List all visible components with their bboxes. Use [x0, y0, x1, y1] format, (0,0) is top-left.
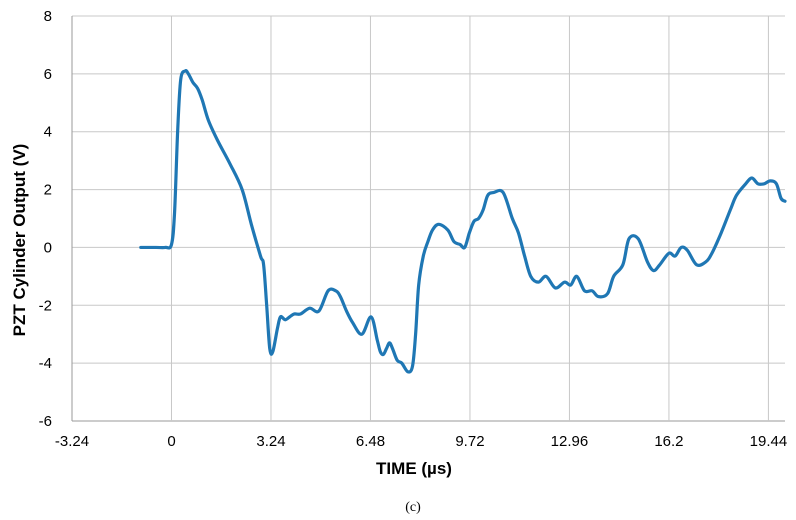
y-tick-label: -6	[39, 413, 52, 430]
y-axis-title: PZT Cylinder Output (V)	[10, 144, 29, 337]
x-tick-label: 19.44	[750, 433, 788, 450]
y-tick-label: -4	[39, 355, 52, 372]
y-tick-label: -2	[39, 297, 52, 314]
series-line	[139, 69, 787, 374]
y-tick-label: 2	[44, 182, 52, 199]
y-tick-label: 0	[44, 239, 52, 256]
y-tick-label: 4	[44, 124, 52, 141]
x-tick-label: 9.72	[455, 433, 484, 450]
x-tick-label: -3.24	[55, 433, 89, 450]
series	[139, 69, 787, 374]
x-tick-label: 0	[167, 433, 175, 450]
x-tick-label: 16.2	[654, 433, 683, 450]
x-tick-label: 12.96	[551, 433, 589, 450]
figure-caption: (c)	[405, 500, 421, 515]
tick-labels: -6 -4 -2 0 2 4 6 8 -3.24 0 3.24 6.48 9.72 12.96 16.2 19…	[39, 8, 788, 450]
x-tick-label: 3.24	[256, 433, 285, 450]
y-tick-label: 6	[44, 66, 52, 83]
x-axis-title: TIME (µs)	[376, 459, 452, 478]
y-tick-label: 8	[44, 8, 52, 25]
x-tick-label: 6.48	[356, 433, 385, 450]
grid	[71, 15, 785, 422]
